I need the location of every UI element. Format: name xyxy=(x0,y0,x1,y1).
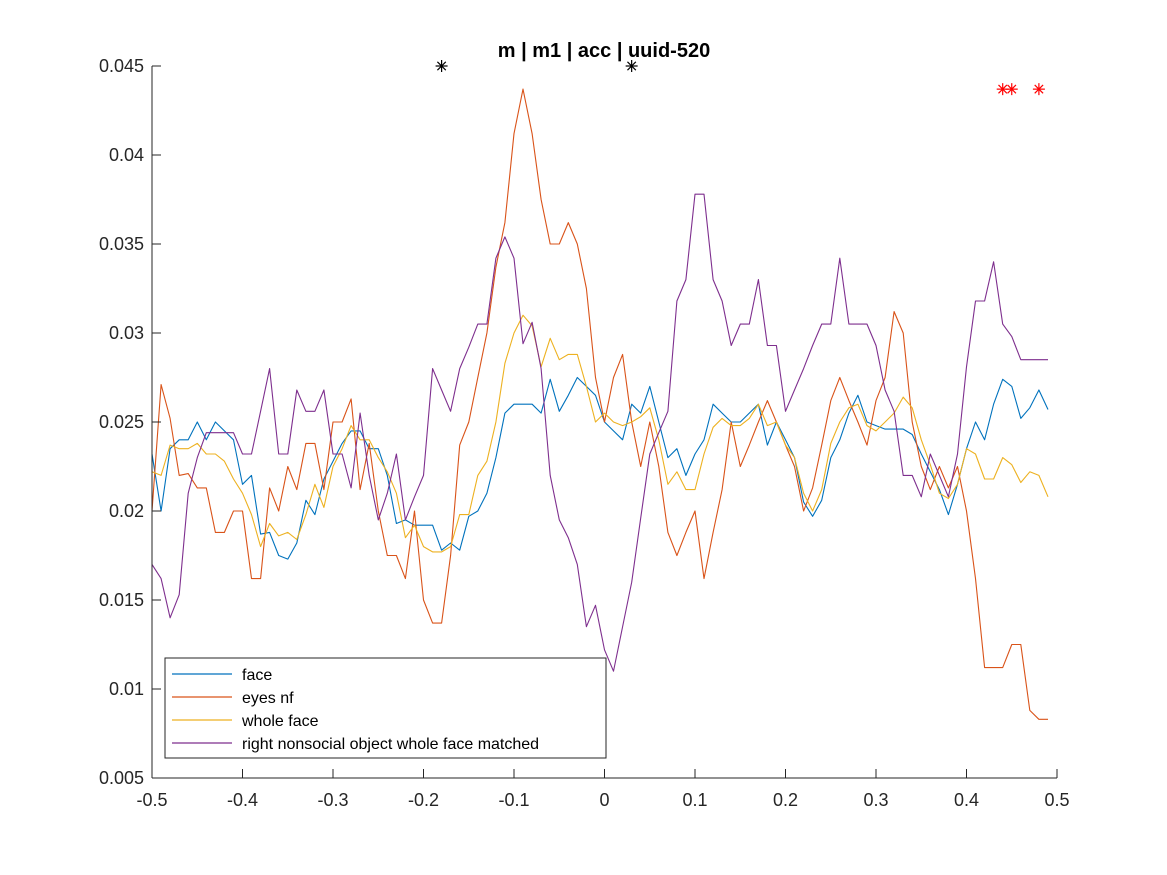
legend-item: whole face xyxy=(172,713,319,730)
y-tick-label: 0.005 xyxy=(99,768,144,788)
legend-label: face xyxy=(242,667,272,684)
x-tick-label: 0.5 xyxy=(1044,790,1069,810)
y-tick-label: 0.035 xyxy=(99,234,144,254)
significance-markers xyxy=(435,60,1045,96)
x-tick-label: -0.1 xyxy=(498,790,529,810)
legend-item: right nonsocial object whole face matche… xyxy=(172,736,539,753)
marker-asterisk-1 xyxy=(625,60,638,72)
legend-item: eyes nf xyxy=(172,690,294,707)
y-tick-label: 0.02 xyxy=(109,501,144,521)
legend-label: whole face xyxy=(241,713,319,730)
y-tick-label: 0.01 xyxy=(109,679,144,699)
series-lines xyxy=(151,88,1049,720)
y-ticks: 0.005 0.01 0.015 0.02 0.025 0.03 0.035 0.04 0.04… xyxy=(99,56,161,788)
y-tick-label: 0.03 xyxy=(109,323,144,343)
marker-asterisk-4 xyxy=(1032,83,1045,96)
series-line-2 xyxy=(151,314,1049,553)
x-tick-label: 0.2 xyxy=(773,790,798,810)
x-ticks: -0.5 -0.4 -0.3 -0.2 -0.1 0 0.1 0.2 0.3 0.4 0.5 xyxy=(136,769,1070,810)
x-tick-label: -0.2 xyxy=(408,790,439,810)
x-tick-label: 0.4 xyxy=(954,790,979,810)
legend-item: face xyxy=(172,667,272,684)
legend-label: eyes nf xyxy=(242,690,294,707)
y-tick-label: 0.015 xyxy=(99,590,144,610)
y-tick-label: 0.045 xyxy=(99,56,144,76)
x-tick-label: 0.3 xyxy=(863,790,888,810)
x-tick-label: 0 xyxy=(599,790,609,810)
chart-title: m | m1 | acc | uuid-520 xyxy=(498,40,710,62)
x-tick-label: -0.5 xyxy=(136,790,167,810)
legend: face eyes nf whole face right nonsocial obj… xyxy=(164,657,607,759)
x-tick-label: -0.3 xyxy=(317,790,348,810)
x-tick-label: -0.4 xyxy=(227,790,258,810)
marker-asterisk-0 xyxy=(435,60,448,72)
y-tick-label: 0.04 xyxy=(109,145,144,165)
series-line-0 xyxy=(151,376,1049,560)
y-tick-label: 0.025 xyxy=(99,412,144,432)
series-line-3 xyxy=(151,193,1048,672)
series-line-1 xyxy=(151,88,1048,720)
legend-box xyxy=(164,657,607,759)
marker-asterisk-3 xyxy=(1005,83,1018,96)
legend-label: right nonsocial object whole face matche… xyxy=(242,736,539,753)
x-tick-label: 0.1 xyxy=(682,790,707,810)
